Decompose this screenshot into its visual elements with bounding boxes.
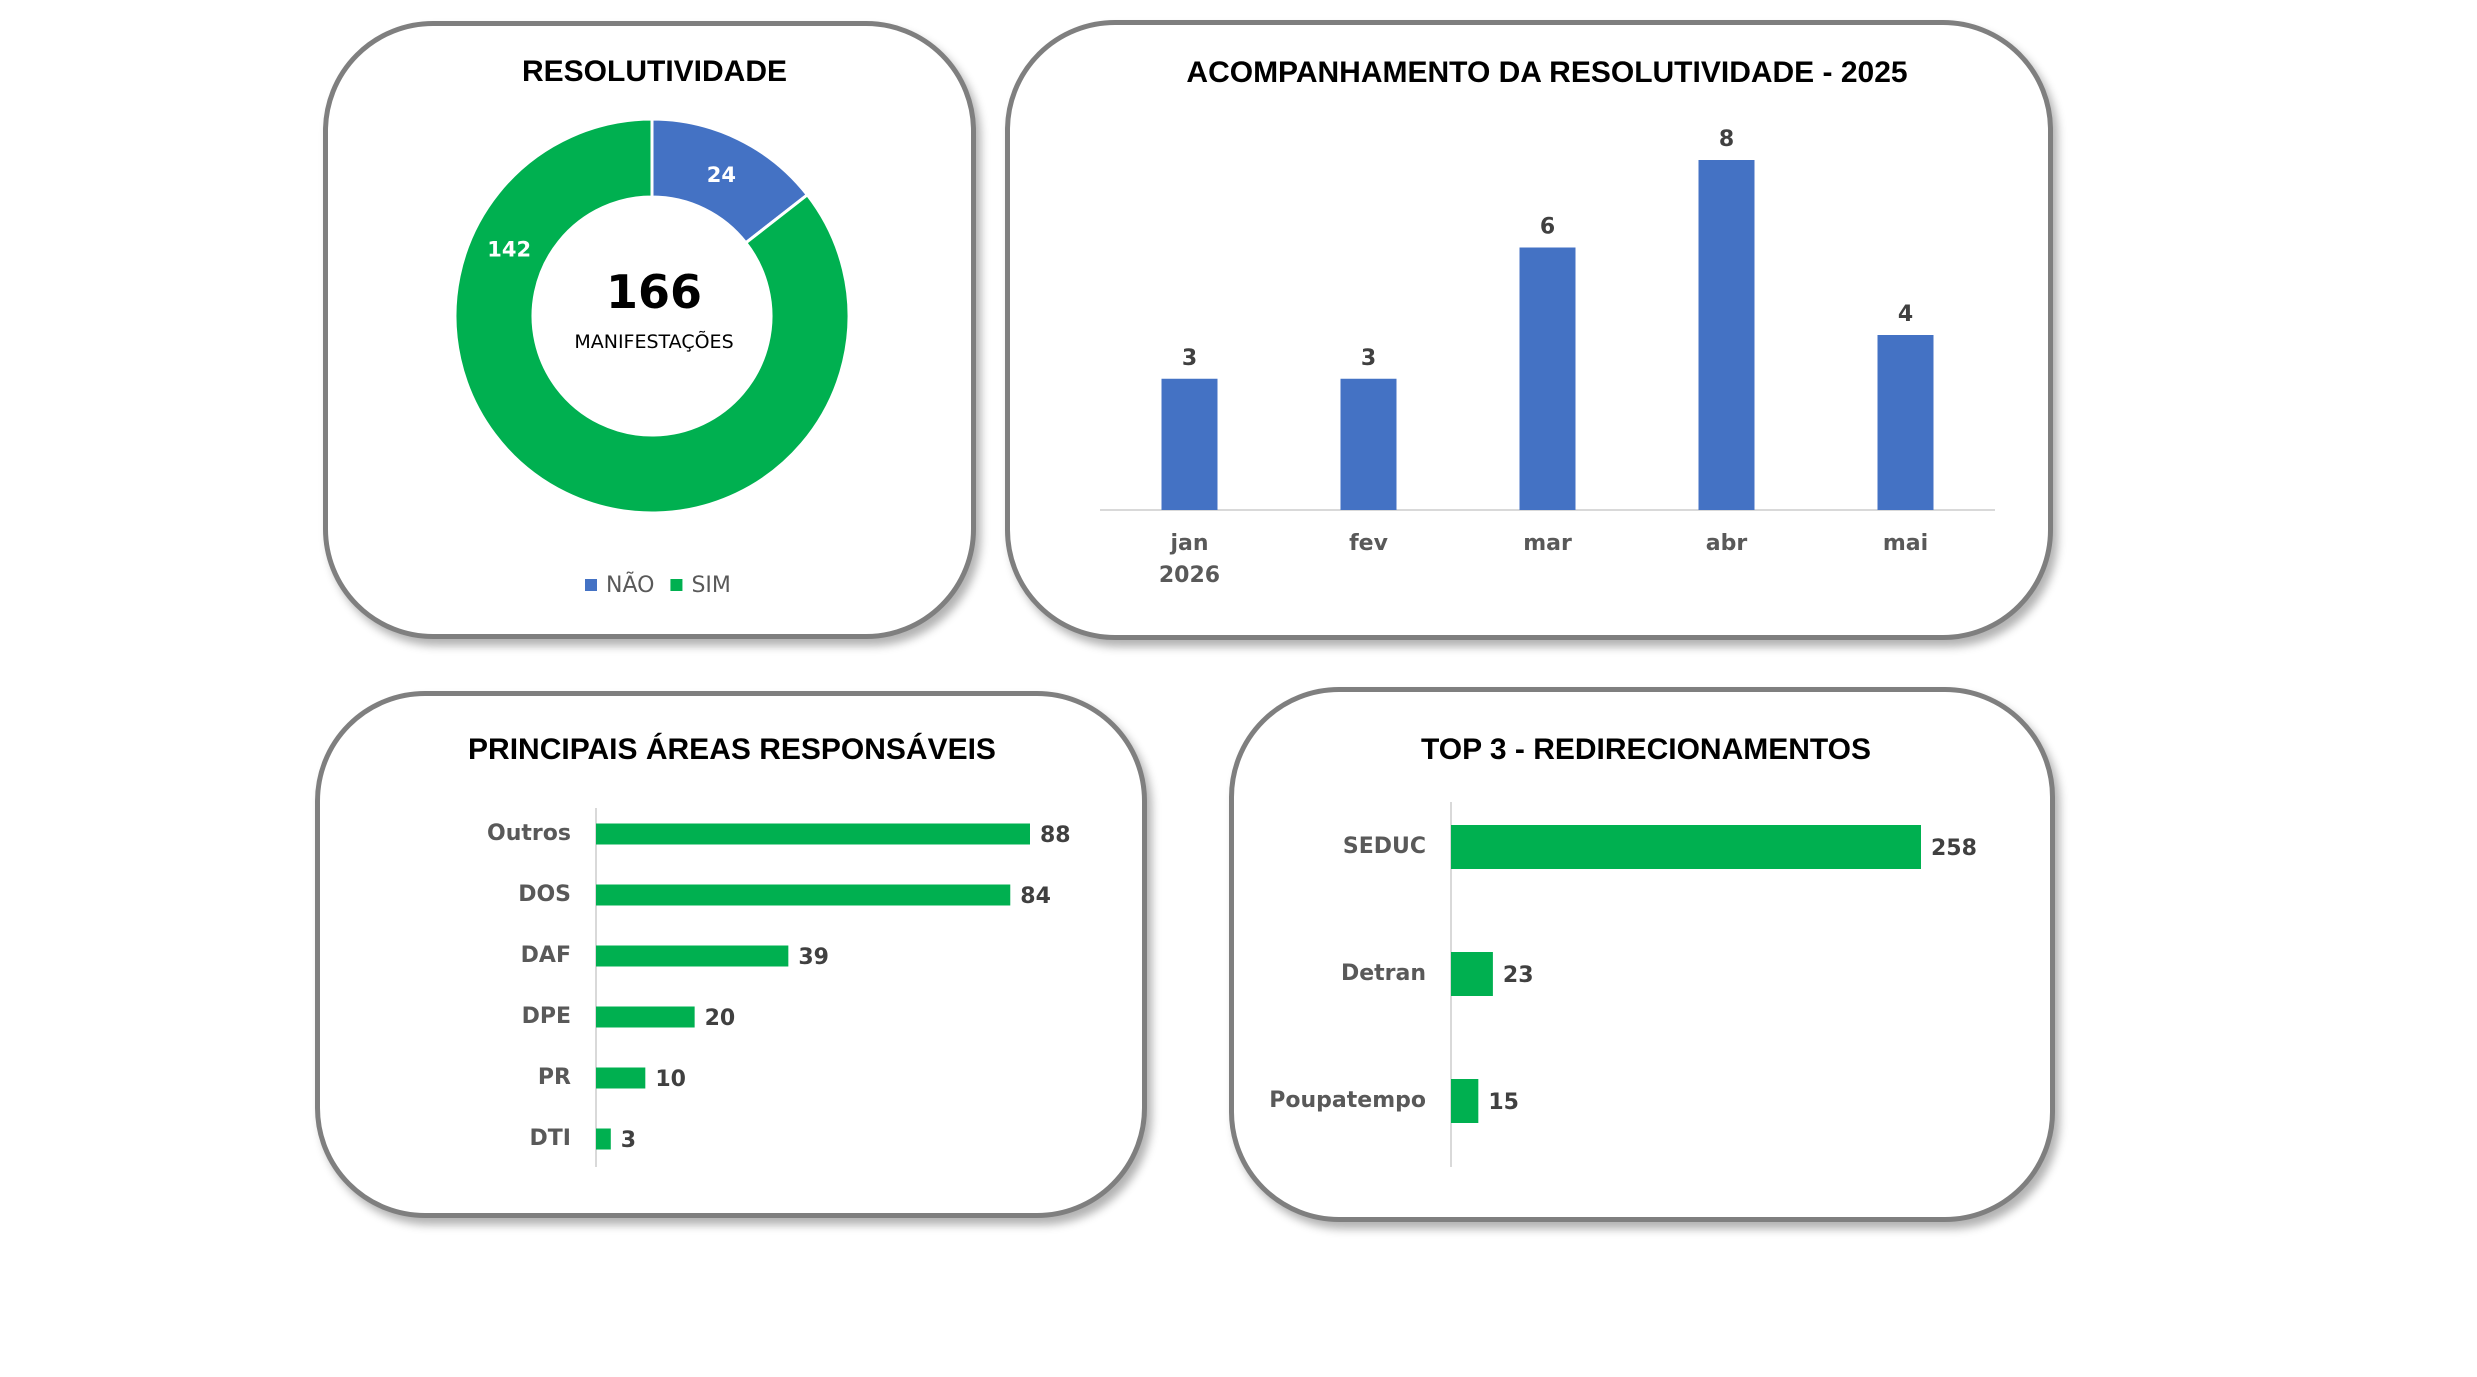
top3-redirecionamentos-chart: TOP 3 - REDIRECIONAMENTOS 258 SEDUC 23 Detra… [1269,733,1977,1167]
bar [1877,335,1934,510]
legend-label: NÃO [606,571,654,598]
bar [596,1067,646,1089]
x-tick-label: mar [1523,531,1572,556]
acompanhamento-chart: ACOMPANHAMENTO DA RESOLUTIVIDADE - 2025 3… [1100,56,1995,588]
bar [1519,247,1576,510]
chart-title: TOP 3 - REDIRECIONAMENTOS [1421,733,1871,766]
bar [1451,1079,1479,1123]
bar-value-label: 3 [1361,346,1376,371]
bar [596,884,1011,906]
bar-value-label: 3 [621,1128,636,1153]
bar-value-label: 20 [705,1006,736,1031]
y-tick-label: PR [538,1065,571,1090]
x-tick-label: mai [1883,531,1928,556]
x-tick-label: jan [1169,531,1208,556]
y-tick-label: DPE [522,1004,571,1029]
bar-value-label: 23 [1503,963,1534,988]
resolutividade-panel: RESOLUTIVIDADE 24 142 166 MANIFESTAÇÕES NÃO SI… [323,21,976,639]
bar [596,1128,611,1150]
bar-value-label: 3 [1182,346,1197,371]
bar-value-label: 258 [1931,836,1977,861]
principais-areas-chart: PRINCIPAIS ÁREAS RESPONSÁVEIS 88 Outros 84 D… [468,732,1071,1167]
y-tick-label: DAF [521,943,571,968]
bar-value-label: 88 [1040,823,1071,848]
resolutividade-chart: RESOLUTIVIDADE 24 142 166 MANIFESTAÇÕES NÃO SI… [453,55,851,598]
x-tick-label: fev [1349,531,1388,556]
bar-value-label: 8 [1719,127,1734,152]
donut-center-label: MANIFESTAÇÕES [574,330,733,353]
donut-slice-label: 24 [707,163,736,187]
donut-center-value: 166 [606,265,702,319]
donut-slice-label: 142 [487,237,531,261]
acompanhamento-panel: ACOMPANHAMENTO DA RESOLUTIVIDADE - 2025 3… [1005,20,2053,640]
x-tick-label: abr [1706,531,1748,556]
chart-title: RESOLUTIVIDADE [522,55,787,88]
bar-value-label: 15 [1488,1090,1519,1115]
chart-title: PRINCIPAIS ÁREAS RESPONSÁVEIS [468,732,996,766]
bar-value-label: 4 [1898,302,1913,327]
x-tick-sublabel: 2026 [1159,563,1220,588]
donut-slice-1 [453,117,851,515]
legend-label: SIM [691,573,730,598]
bar [596,945,789,967]
bar-value-label: 6 [1540,215,1555,240]
y-tick-label: Poupatempo [1269,1088,1426,1113]
bar-value-label: 10 [655,1067,686,1092]
bar [1698,160,1755,510]
legend-swatch [670,579,683,591]
y-tick-label: Outros [487,821,571,846]
legend-swatch [585,579,597,591]
top3-redirecionamentos-panel: TOP 3 - REDIRECIONAMENTOS 258 SEDUC 23 Detra… [1229,687,2055,1222]
bar [596,1006,695,1028]
bar-value-label: 39 [798,945,829,970]
y-tick-label: SEDUC [1343,834,1426,859]
y-tick-label: DTI [530,1126,571,1151]
bar [596,823,1030,845]
bar [1451,825,1921,869]
y-tick-label: Detran [1341,961,1426,986]
bar-value-label: 84 [1020,884,1051,909]
y-tick-label: DOS [518,882,571,907]
bar [1451,952,1493,996]
principais-areas-panel: PRINCIPAIS ÁREAS RESPONSÁVEIS 88 Outros 84 D… [315,691,1147,1218]
bar [1161,378,1218,510]
chart-title: ACOMPANHAMENTO DA RESOLUTIVIDADE - 2025 [1186,56,1907,89]
bar [1340,378,1397,510]
